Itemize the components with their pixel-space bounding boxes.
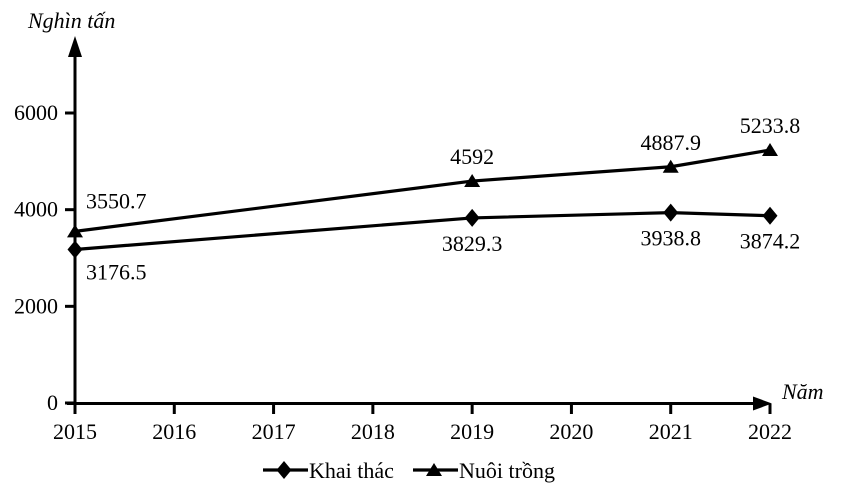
data-point-nuoi-trong-2015 <box>67 224 83 238</box>
data-point-nuoi-trong-2022 <box>762 143 778 157</box>
data-series <box>67 143 778 259</box>
series-line-khai-thac <box>74 211 771 252</box>
data-label-khai-thac-2021: 3938.8 <box>640 226 701 251</box>
legend-label-nuoi-trong: Nuôi trồng <box>459 458 555 483</box>
x-tick-label-2017: 2017 <box>252 419 296 444</box>
data-point-nuoi-trong-2021 <box>662 159 679 173</box>
data-point-khai-thac-2015 <box>67 240 83 259</box>
chart-legend: Khai thác Nuôi trồng <box>263 458 555 483</box>
y-tick-label-4000: 4000 <box>14 197 58 222</box>
data-label-khai-thac-2019: 3829.3 <box>442 231 503 256</box>
series-line-nuoi-trong <box>74 148 771 233</box>
data-label-khai-thac-2022: 3874.2 <box>740 229 801 254</box>
data-point-nuoi-trong-2019 <box>464 174 481 188</box>
x-tick-label-2021: 2021 <box>649 419 693 444</box>
data-label-nuoi-trong-2019: 4592 <box>450 144 494 169</box>
x-tick-label-2019: 2019 <box>450 419 494 444</box>
data-label-nuoi-trong-2021: 4887.9 <box>640 130 701 155</box>
data-point-khai-thac-2021 <box>663 203 679 222</box>
legend-item-khai-thac: Khai thác <box>263 458 394 483</box>
x-axis-arrow <box>753 396 772 411</box>
legend-item-nuoi-trong: Nuôi trồng <box>413 458 555 483</box>
data-label-nuoi-trong-2015: 3550.7 <box>86 188 147 213</box>
data-point-khai-thac-2022 <box>762 206 778 225</box>
y-axis-arrow <box>68 36 82 57</box>
x-axis-title: Năm <box>781 379 824 404</box>
axis-ticks: 0 2000 4000 6000 2015 2016 2017 2018 2019 2020 202… <box>14 100 792 444</box>
data-point-khai-thac-2019 <box>464 208 480 227</box>
x-tick-label-2015: 2015 <box>53 419 97 444</box>
legend-marker-khai-thac <box>276 461 292 479</box>
x-tick-label-2022: 2022 <box>748 419 792 444</box>
legend-marker-nuoi-trong <box>426 463 442 476</box>
y-tick-label-6000: 6000 <box>14 100 58 125</box>
legend-label-khai-thac: Khai thác <box>309 458 394 483</box>
y-axis-title: Nghìn tấn <box>27 8 115 33</box>
x-tick-label-2016: 2016 <box>152 419 196 444</box>
data-label-khai-thac-2015: 3176.5 <box>86 259 147 284</box>
data-label-nuoi-trong-2022: 5233.8 <box>740 113 801 138</box>
y-tick-label-0: 0 <box>47 390 58 415</box>
x-tick-label-2018: 2018 <box>351 419 395 444</box>
data-point-labels: 3176.5 3829.3 3938.8 3874.2 3550.7 4592 4887.9… <box>86 113 800 284</box>
y-tick-label-2000: 2000 <box>14 293 58 318</box>
x-tick-label-2020: 2020 <box>549 419 593 444</box>
